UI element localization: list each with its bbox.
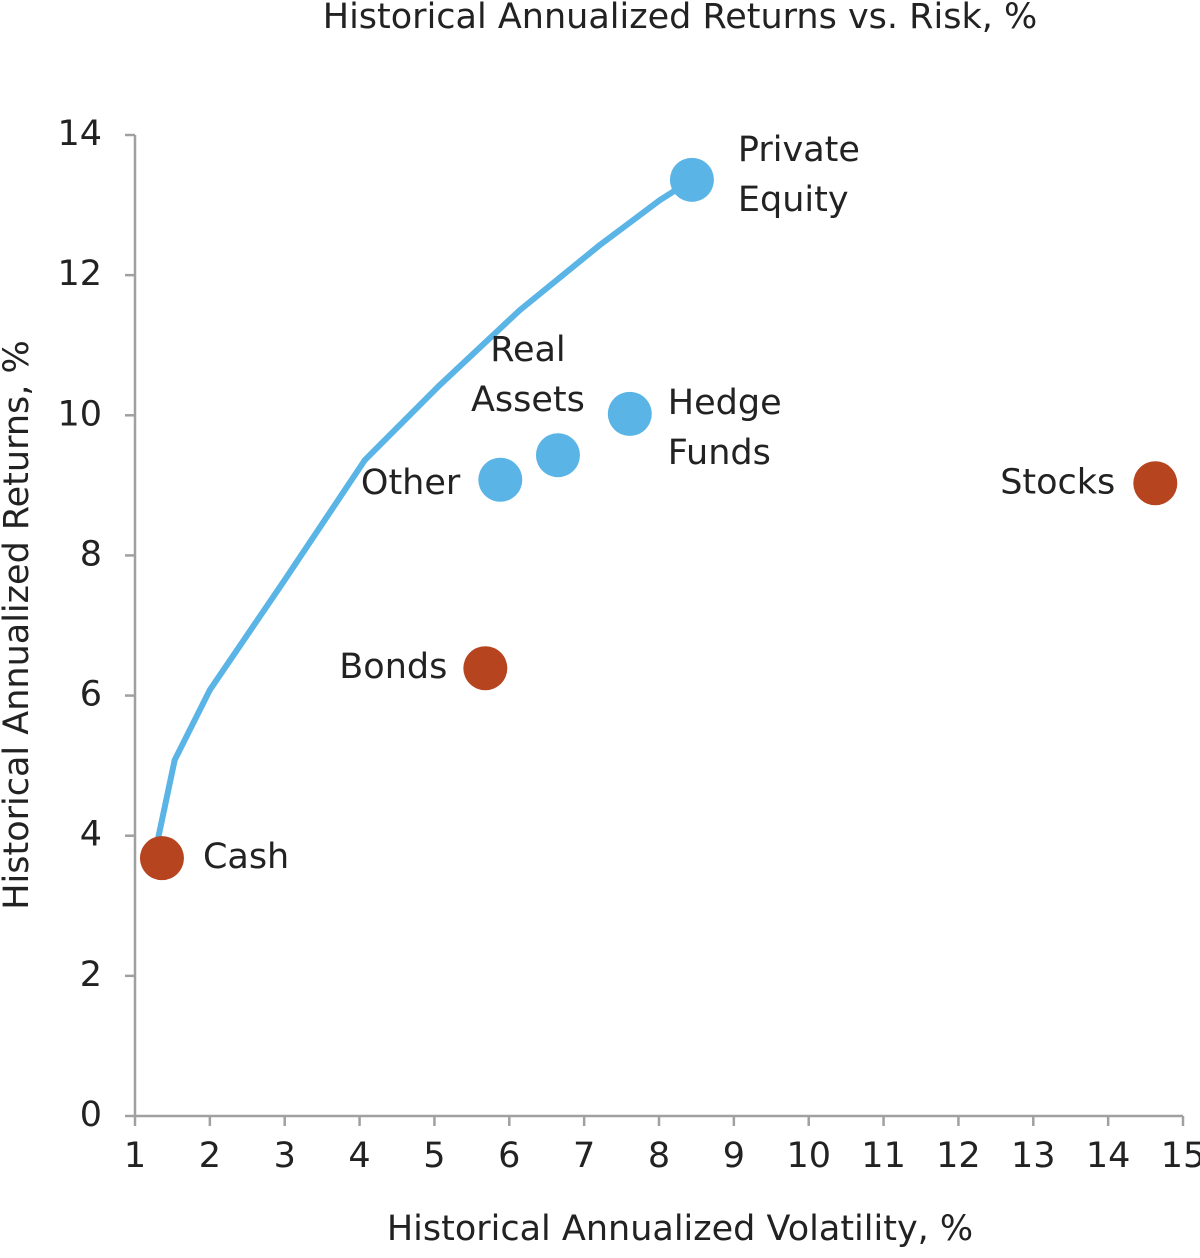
point-label: Private [738, 130, 860, 170]
x-tick-label: 13 [1011, 1136, 1056, 1176]
x-tick-label: 5 [423, 1136, 445, 1176]
data-point [535, 433, 580, 478]
chart-title: Historical Annualized Returns vs. Risk, … [323, 0, 1037, 37]
x-tick-label: 15 [1161, 1136, 1200, 1176]
x-tick-label: 2 [199, 1136, 221, 1176]
point-label: Equity [738, 180, 849, 220]
point-label: Funds [668, 433, 771, 473]
x-tick-label: 10 [786, 1136, 831, 1176]
point-label: Cash [203, 837, 289, 877]
point-label: Stocks [1000, 462, 1115, 502]
data-point [1133, 461, 1178, 506]
x-tick-label: 1 [124, 1136, 146, 1176]
y-tick-label: 2 [80, 955, 102, 995]
x-tick-label: 8 [648, 1136, 670, 1176]
frontier-curve [155, 176, 695, 841]
point-label: Real [490, 330, 565, 370]
y-tick-label: 8 [80, 534, 102, 574]
x-tick-label: 4 [348, 1136, 370, 1176]
x-axis-title: Historical Annualized Volatility, % [387, 1209, 973, 1249]
y-tick-label: 14 [57, 114, 102, 154]
data-point [669, 157, 714, 202]
x-tick-label: 14 [1086, 1136, 1131, 1176]
point-label: Hedge [668, 383, 782, 423]
data-point [139, 836, 184, 881]
x-tick-label: 9 [723, 1136, 745, 1176]
y-tick-label: 6 [80, 675, 102, 715]
x-tick-label: 3 [274, 1136, 296, 1176]
data-point [463, 646, 508, 691]
x-tick-label: 6 [498, 1136, 520, 1176]
y-tick-label: 12 [57, 254, 102, 294]
point-label: Other [361, 463, 461, 503]
y-axis-title: Historical Annualized Returns, % [0, 340, 37, 910]
y-tick-label: 4 [80, 815, 102, 855]
x-tick-label: 11 [861, 1136, 906, 1176]
data-point [607, 391, 652, 436]
point-label: Assets [471, 380, 585, 420]
data-point [478, 457, 523, 502]
x-tick-label: 12 [936, 1136, 981, 1176]
point-label: Bonds [339, 647, 447, 687]
x-tick-label: 7 [573, 1136, 595, 1176]
y-tick-label: 10 [57, 394, 102, 434]
y-tick-label: 0 [80, 1095, 102, 1135]
